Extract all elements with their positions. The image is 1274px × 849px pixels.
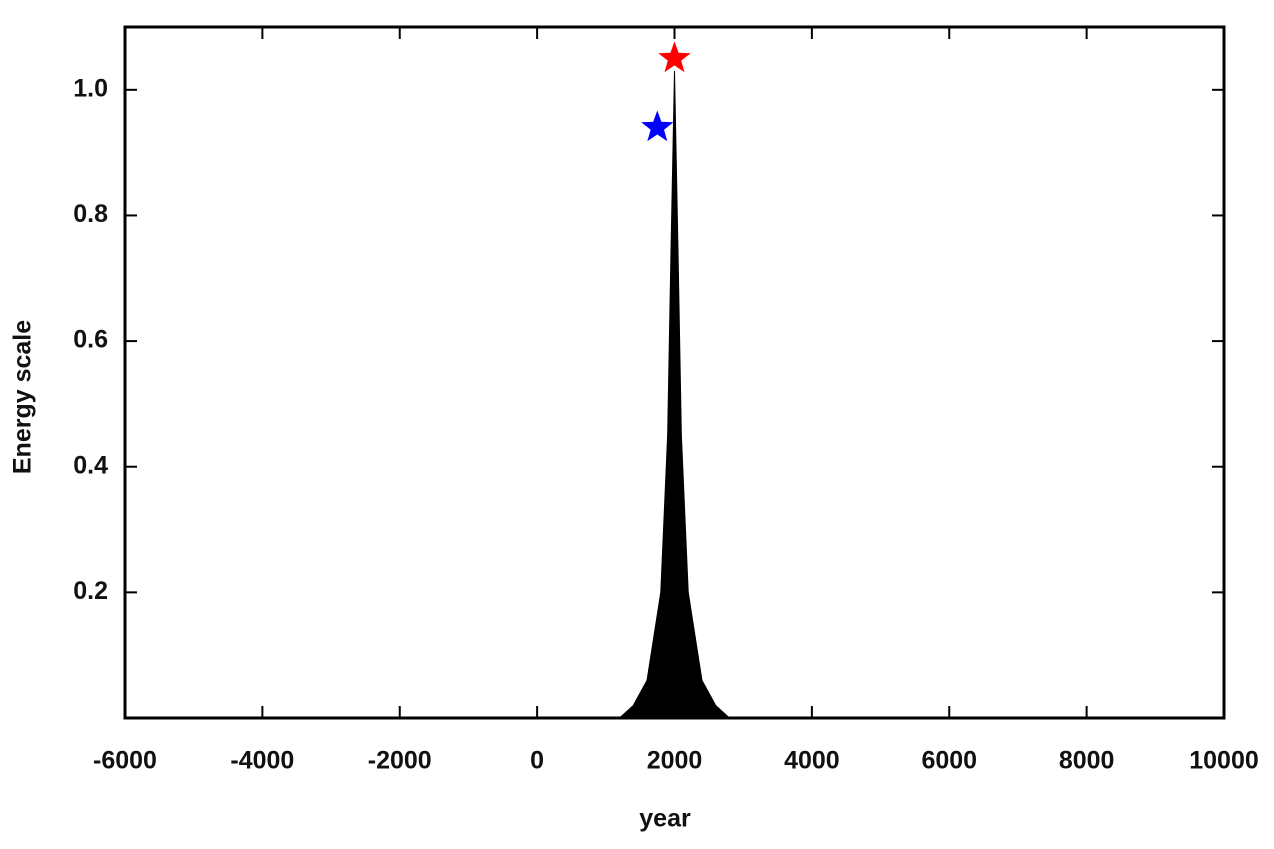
x-tick-label: -2000 [368, 747, 432, 775]
x-tick-label: 8000 [1059, 747, 1115, 775]
y-tick-label: 1.0 [73, 74, 108, 102]
x-tick-label: 2000 [647, 747, 703, 775]
x-tick-label: 10000 [1189, 747, 1259, 775]
x-tick-label: 4000 [784, 747, 840, 775]
y-tick-label: 0.8 [73, 200, 108, 228]
x-axis-label: year [639, 805, 691, 833]
x-tick-label: 6000 [921, 747, 977, 775]
star-marker [641, 110, 674, 142]
y-tick-label: 0.2 [73, 577, 108, 605]
x-tick-label: 0 [530, 747, 544, 775]
y-tick-label: 0.6 [73, 326, 108, 354]
area [618, 70, 731, 719]
x-tick-label: -6000 [93, 747, 157, 775]
x-tick-label: -4000 [230, 747, 294, 775]
star-marker [658, 41, 691, 73]
y-tick-label: 0.4 [73, 451, 108, 479]
y-axis-label: Energy scale [9, 320, 37, 474]
